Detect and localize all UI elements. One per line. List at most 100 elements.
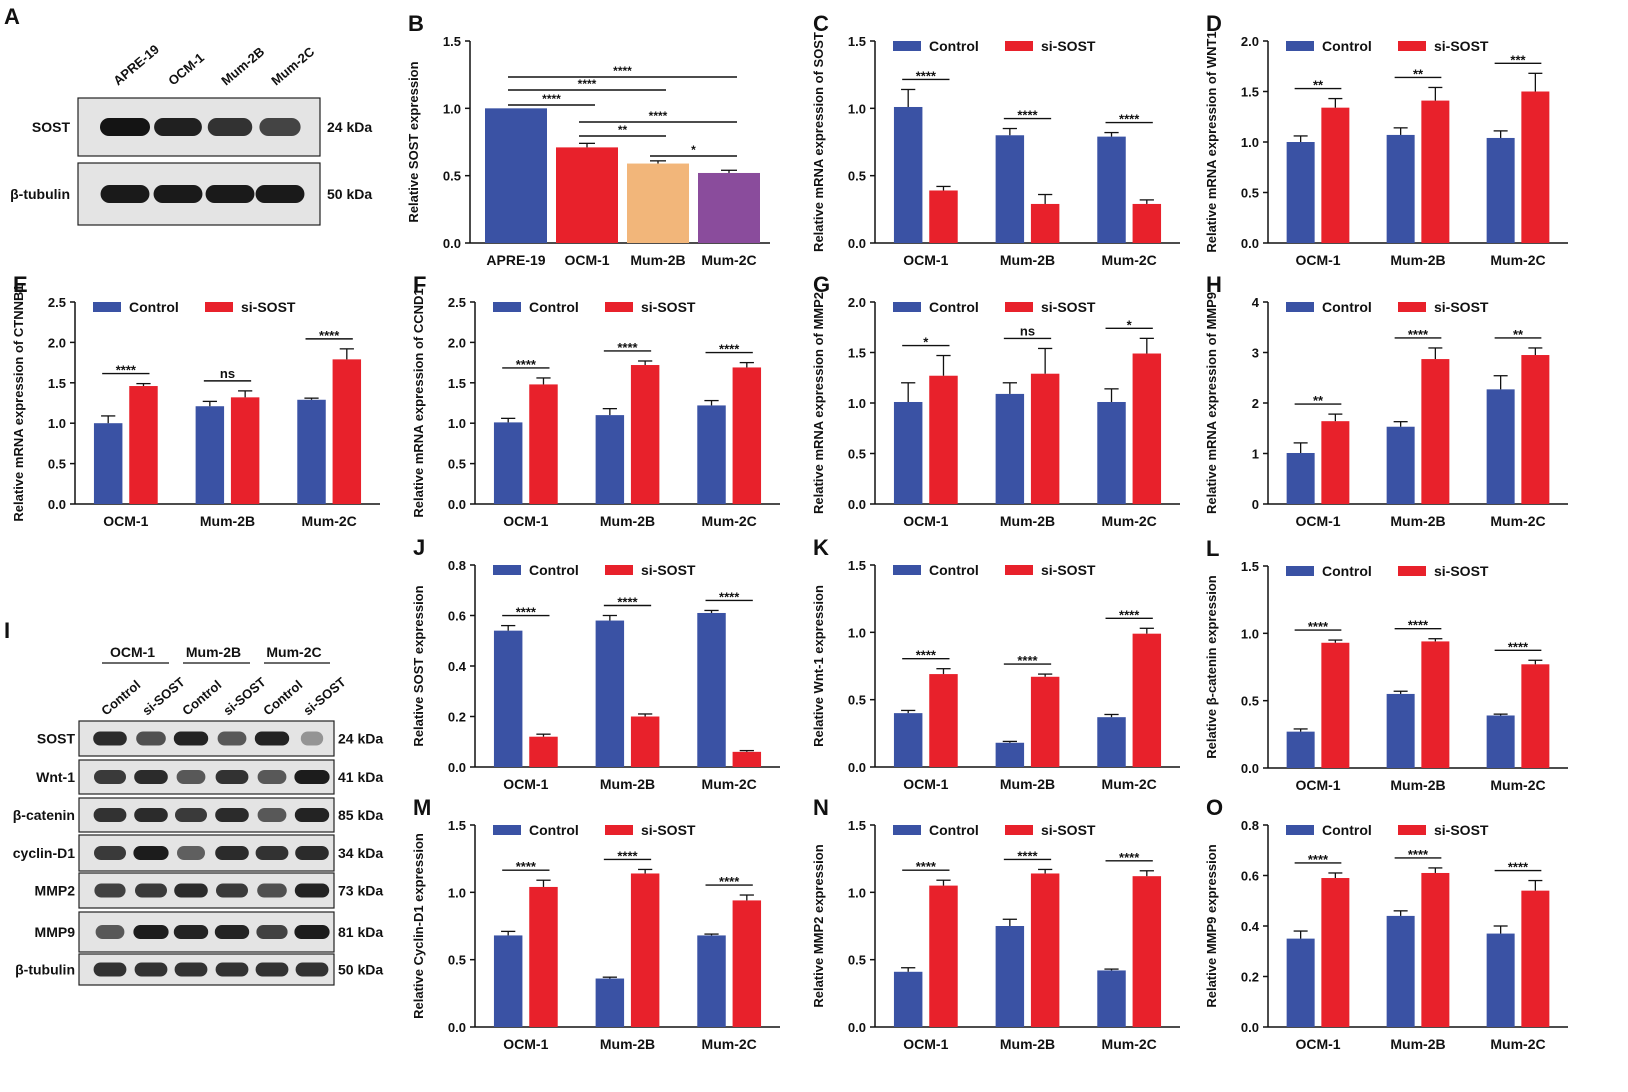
sig-label: ****: [1119, 112, 1140, 127]
sig-label: ****: [1408, 618, 1429, 633]
panel-letter: K: [813, 535, 829, 560]
legend-swatch-control: [1286, 41, 1314, 51]
bar-control: [697, 405, 726, 504]
x-tick-label: Mum-2C: [1102, 252, 1157, 268]
y-tick-label: 0: [1252, 497, 1259, 512]
bar-control: [493, 935, 523, 1027]
x-tick-label: OCM-1: [903, 1036, 948, 1052]
legend-label-si-sost: si-SOST: [641, 822, 696, 838]
x-tick-label: Mum-2B: [1000, 1036, 1055, 1052]
sig-label: ****: [1408, 847, 1429, 862]
y-tick-label: 0.0: [448, 1020, 466, 1035]
sig-label: ****: [516, 859, 537, 874]
sig-label: ns: [1020, 323, 1035, 338]
bar-si-sost: [630, 365, 660, 504]
panel-letter: A: [4, 4, 20, 29]
panel-letter: G: [813, 272, 830, 297]
blot-kda-label: 34 kDa: [338, 845, 383, 861]
y-tick-label: 0.2: [1241, 970, 1259, 985]
y-tick-label: 0.5: [848, 447, 866, 462]
bar-si-sost: [1421, 641, 1450, 768]
y-axis-label: Relative MMP9 expression: [1204, 844, 1219, 1007]
blot-row-label: cyclin-D1: [13, 845, 75, 861]
sig-label: ****: [319, 328, 340, 343]
sig-label: *: [691, 143, 696, 157]
sig-label: ****: [578, 77, 597, 91]
blot-row-label: β-catenin: [13, 807, 75, 823]
y-tick-label: 0.0: [443, 236, 461, 251]
lane-label: APRE-19: [110, 42, 162, 89]
y-axis-label: Relative SOST expression: [406, 61, 421, 222]
bar-si-sost: [129, 386, 158, 504]
y-tick-label: 1.0: [1241, 626, 1259, 641]
lane-label: Mum-2C: [268, 43, 317, 88]
sig-label: **: [1513, 327, 1524, 342]
legend-swatch-si-sost: [1005, 565, 1033, 575]
sig-label: ****: [1308, 852, 1329, 867]
group-label: Mum-2B: [186, 644, 241, 660]
x-tick-label: OCM-1: [903, 513, 948, 529]
legend-swatch-si-sost: [1005, 302, 1033, 312]
legend-swatch-si-sost: [1398, 302, 1426, 312]
bar-si-sost: [929, 190, 958, 243]
legend-label-si-sost: si-SOST: [1434, 299, 1489, 315]
bar-control: [893, 971, 923, 1027]
blot-band: [133, 925, 169, 939]
blot-row-label: MMP2: [35, 883, 76, 899]
y-tick-label: 0.4: [1241, 919, 1260, 934]
bar-control: [1486, 389, 1515, 504]
bar-si-sost: [1030, 676, 1060, 767]
sig-label: ****: [516, 357, 537, 372]
chart-panel-D: 0.0 0.5 1.0 1.5 2.0 Relative mRNA expression …: [1204, 11, 1568, 268]
sig-label: ****: [1119, 607, 1140, 622]
blot-band: [257, 808, 287, 822]
bar-control: [1486, 715, 1515, 768]
bar-si-sost: [1321, 878, 1350, 1027]
bar-control: [595, 620, 625, 767]
bar-si-sost: [529, 886, 558, 1027]
sig-label: ns: [220, 366, 235, 381]
sig-label: ****: [719, 874, 740, 889]
x-tick-label: Mum-2C: [702, 1036, 757, 1052]
y-axis-label: Relative mRNA expression of SOST: [811, 32, 826, 252]
x-tick-label: Mum-2C: [1102, 513, 1157, 529]
sig-label: ****: [1119, 850, 1140, 865]
x-tick-label: OCM-1: [903, 252, 948, 268]
blot-band: [207, 118, 253, 136]
blot-band: [294, 770, 330, 784]
blot-kda-label: 50 kDa: [338, 962, 383, 978]
sig-label: ****: [116, 363, 137, 378]
legend-label-control: Control: [1322, 299, 1372, 315]
blot-band: [215, 846, 249, 860]
y-tick-label: 1.0: [48, 416, 66, 431]
bar-si-sost: [1321, 642, 1350, 768]
bar-si-sost: [1132, 203, 1162, 243]
blot-band: [153, 185, 203, 203]
y-tick-label: 2.5: [48, 295, 66, 310]
y-tick-label: 1.5: [1241, 85, 1259, 100]
bar-control: [893, 401, 923, 504]
bar-si-sost: [529, 736, 558, 767]
blot-kda-label: 41 kDa: [338, 769, 383, 785]
y-axis-label: Relative SOST expression: [411, 585, 426, 746]
sig-label: ****: [1017, 108, 1038, 123]
x-tick-label: OCM-1: [1295, 252, 1340, 268]
sig-label: ****: [649, 109, 668, 123]
blot-row-label: SOST: [37, 731, 76, 747]
y-tick-label: 0.0: [848, 1020, 866, 1035]
y-tick-label: 1.0: [443, 101, 461, 116]
x-tick-label: Mum-2C: [702, 776, 757, 792]
bar-si-sost: [1421, 872, 1450, 1027]
y-tick-label: 0.0: [1241, 1020, 1259, 1035]
blot-kda-label: 81 kDa: [338, 924, 383, 940]
legend-label-control: Control: [1322, 822, 1372, 838]
blot-band: [255, 185, 305, 203]
bar-control: [1486, 933, 1515, 1027]
sig-label: ****: [916, 648, 937, 663]
legend-label-control: Control: [1322, 563, 1372, 579]
legend-swatch-si-sost: [1398, 41, 1426, 51]
blot-band: [94, 846, 126, 860]
bar-si-sost: [929, 885, 958, 1027]
blot-row-label: Wnt-1: [36, 769, 75, 785]
